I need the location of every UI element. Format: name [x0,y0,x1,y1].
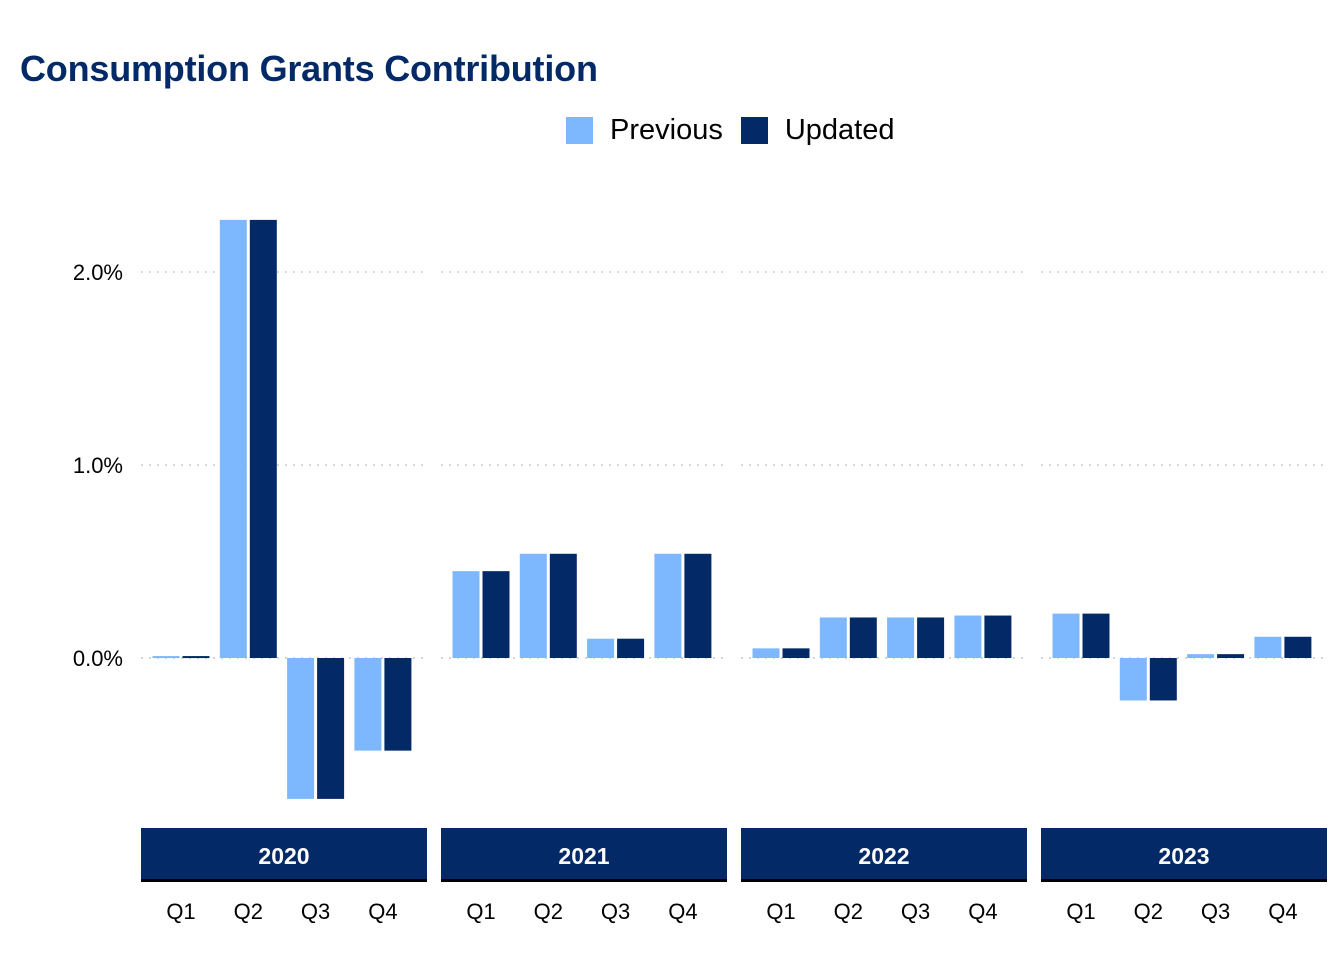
bar-updated [782,648,810,658]
y-tick-label: 1.0% [73,453,123,478]
facet-strip [1041,828,1327,882]
legend-item-previous: Previous [566,114,723,147]
x-tick-label: Q4 [968,899,997,924]
bar-previous [1187,654,1215,658]
bar-previous [219,219,247,658]
bar-previous [519,553,547,658]
x-tick-label: Q4 [1268,899,1297,924]
bar-previous [654,553,682,658]
x-tick-label: Q1 [466,899,495,924]
bar-updated [917,617,945,658]
x-tick-label: Q3 [1201,899,1230,924]
bar-previous [752,648,780,658]
bar-previous [954,615,982,658]
facet-strip-border [441,879,727,882]
bar-updated [482,571,510,658]
bar-updated [1284,636,1312,658]
x-tick-label: Q4 [668,899,697,924]
bar-updated [617,638,645,658]
bar-previous [354,658,382,751]
bar-updated [182,656,210,659]
legend-label-updated: Updated [784,114,895,146]
bar-updated [984,615,1012,658]
facet-strip-border [741,879,1027,882]
bar-previous [452,571,480,658]
bar-updated [549,553,577,658]
facet-strip [441,828,727,882]
bar-updated [1082,613,1110,658]
legend-item-updated: Updated [740,114,895,147]
bar-updated [317,658,345,799]
legend: Previous Updated [566,114,912,147]
legend-swatch-updated [740,117,768,144]
legend-label-previous: Previous [610,114,723,146]
x-tick-label: Q2 [1134,899,1163,924]
facet-strip [141,828,427,882]
x-tick-label: Q3 [601,899,630,924]
legend-swatch-previous [566,117,593,144]
facet-strip-border [141,879,427,882]
bar-updated [384,658,412,751]
bar-updated [249,219,277,658]
x-tick-label: Q2 [234,899,263,924]
x-tick-label: Q2 [834,899,863,924]
x-tick-label: Q4 [368,899,397,924]
facet-strip [741,828,1027,882]
x-tick-label: Q1 [1066,899,1095,924]
bar-previous [1254,636,1282,658]
bar-previous [887,617,915,658]
bar-updated [684,553,712,658]
x-tick-label: Q1 [166,899,195,924]
bar-previous [152,656,180,659]
bar-previous [287,658,315,799]
chart-title: Consumption Grants Contribution [20,48,598,89]
facet-label: 2023 [1158,843,1209,869]
bar-updated [1149,658,1177,701]
x-tick-label: Q3 [901,899,930,924]
bar-previous [587,638,615,658]
bar-previous [1052,613,1080,658]
x-tick-label: Q2 [534,899,563,924]
bar-updated [849,617,877,658]
bar-previous [1119,658,1147,701]
bar-previous [819,617,847,658]
facet-label: 2022 [858,843,909,869]
y-tick-label: 0.0% [73,646,123,671]
x-tick-label: Q3 [301,899,330,924]
bar-updated [1217,654,1245,658]
facet-label: 2020 [258,843,309,869]
facet-label: 2021 [558,843,609,869]
facet-strip-border [1041,879,1327,882]
x-tick-label: Q1 [766,899,795,924]
y-tick-label: 2.0% [73,260,123,285]
